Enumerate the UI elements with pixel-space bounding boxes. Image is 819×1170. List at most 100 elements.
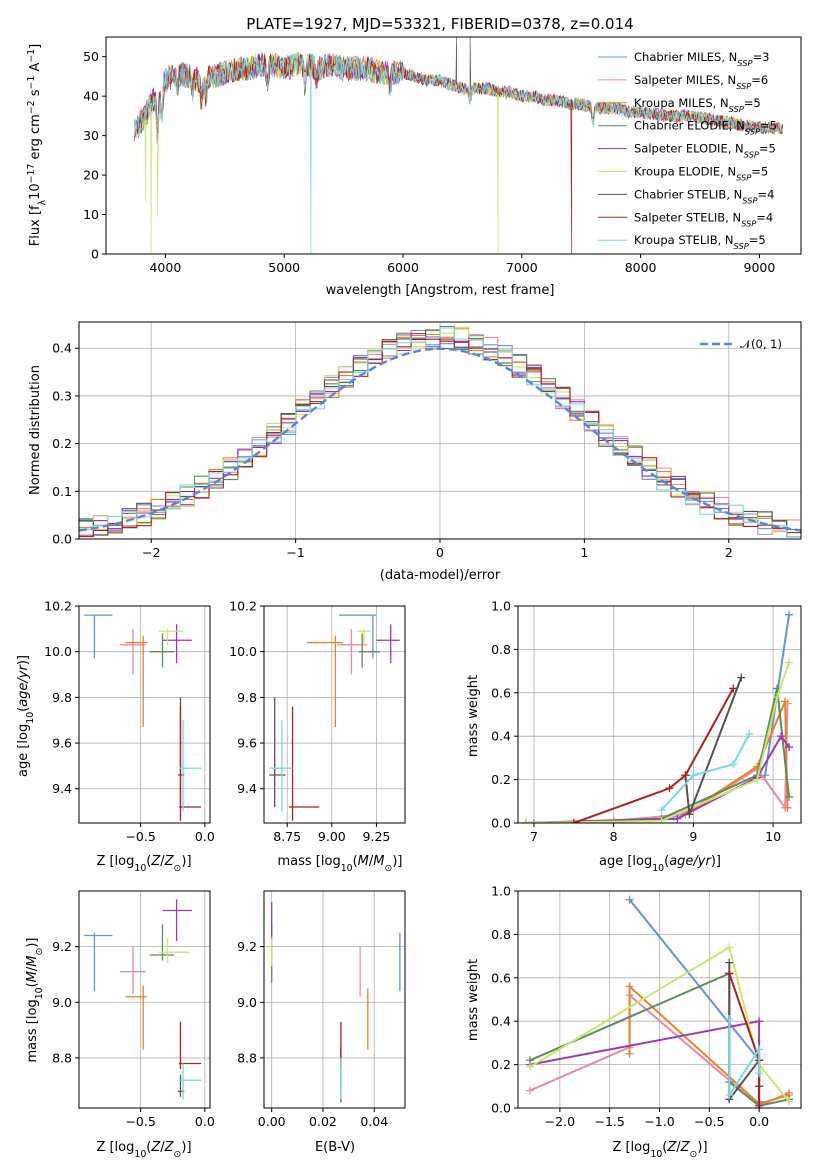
point-kroupa-stelib-n-ssp-5 [179,720,202,812]
x-tick-label: 6000 [387,260,419,275]
legend-label: Salpeter STELIB, NSSP=4 [634,210,773,228]
data-point [755,1045,764,1054]
x-tick-label: −2.0 [545,1114,575,1129]
data-point [783,803,792,812]
age-vs-mass-panel: 8.75 9.00 9.25 9.4 9.6 9.8 10.0 10.2 mass [log10… [229,599,406,874]
point-chabrier-elodie-n-ssp-5 [358,633,381,668]
x-tick-label: 0.00 [258,1114,286,1129]
y-tick-label: 0.4 [491,729,511,744]
x-tick-label: 9.25 [363,829,391,844]
mass-vs-metallicity-panel-plot-area [79,891,210,1108]
point-kroupa-stelib-n-ssp-5 [179,1063,202,1100]
y-tick-label: 10.0 [229,644,257,659]
axes-frame [517,605,802,824]
y-tick-label: 0 [91,247,99,262]
y-tick-label: 8.8 [237,1050,257,1065]
x-axis-label: Z [log10(Z/Z⊙)] [96,1140,191,1160]
x-tick-label: 8.75 [273,829,301,844]
x-tick-label: 9000 [744,260,776,275]
data-point [781,697,790,706]
x-tick-label: −2 [142,545,160,560]
y-tick-label: 9.6 [237,736,257,751]
axes-frame [263,890,406,1109]
x-tick-label: 1 [580,545,588,560]
point-kroupa-stelib-n-ssp-5 [269,720,293,812]
x-tick-label: −1 [286,545,304,560]
data-point [681,771,690,780]
axes-frame [78,890,211,1109]
y-tick-label: 9.8 [52,690,72,705]
point-salpeter-miles-n-ssp-6 [120,946,146,994]
y-tick-label: 0.2 [491,1057,511,1072]
x-tick-label: 0.0 [195,829,215,844]
histogram-kroupa-stelib-n-ssp-5 [79,327,801,538]
series-kroupa-stelib-n-ssp-5 [725,1015,764,1099]
x-tick-label: −0.5 [125,829,155,844]
mass-vs-extinction-panel: 0.00 0.02 0.04 8.8 9.0 9.2 E(B-V) [237,890,406,1155]
point-chabrier-elodie-n-ssp-5 [149,924,175,961]
data-point [725,943,734,952]
y-tick-label: 9.4 [52,781,72,796]
mass-vs-extinction-panel-plot-area [264,891,405,1108]
x-axis-label: Z [log10(Z/Z⊙)] [612,1140,707,1160]
series-line [525,688,790,823]
y-tick-label: 0.3 [52,388,72,403]
x-tick-label: 5000 [268,260,300,275]
x-axis-label: E(B-V) [315,1140,355,1155]
x-tick-label: 9 [689,829,697,844]
point-salpeter-elodie-n-ssp-5 [162,624,193,664]
y-tick-label: 0.6 [491,970,511,985]
legend-label: Chabrier ELODIE, NSSP=5 [634,119,777,137]
x-tick-label: 0.0 [749,1114,769,1129]
age-vs-metallicity-panel-plot-area [79,606,210,823]
axes-frame [78,605,211,824]
y-tick-label: 0.2 [52,436,72,451]
x-tick-label: 7 [530,829,538,844]
series-kroupa-miles-n-ssp-5 [529,697,792,823]
y-tick-label: 10.2 [44,599,72,614]
residual-histogram-panel: −2 −1 0 1 2 0.0 0.1 0.2 0.3 0.4 (data-model)/error… [28,321,802,583]
y-axis-label: age [log10(age/yr)] [16,655,36,777]
point-salpeter-stelib-n-ssp-4 [288,706,320,821]
point-kroupa-elodie-n-ssp-5 [158,628,184,645]
point-salpeter-stelib-n-ssp-4 [179,1021,202,1070]
data-point [755,1069,764,1078]
y-tick-label: 30 [83,128,99,143]
y-axis-label: mass [log10(M/M⊙)] [25,938,45,1063]
y-tick-label: 10 [83,207,99,222]
legend-label: Chabrier STELIB, NSSP=4 [634,187,774,205]
x-tick-label: 2 [725,545,733,560]
data-point [665,784,674,793]
x-tick-label: −0.5 [125,1114,155,1129]
data-point [625,982,634,991]
x-tick-label: 4000 [149,260,181,275]
y-axis-label: Normed distribution [28,365,43,495]
point-salpeter-miles-n-ssp-6 [120,628,146,675]
y-tick-label: 0.4 [52,341,72,356]
series-line [533,703,789,823]
data-point [725,1015,734,1024]
series-line [628,984,790,1105]
y-tick-label: 9.8 [237,690,257,705]
y-tick-label: 9.4 [237,781,257,796]
spectrum-kroupa-stelib-n-ssp-5 [134,52,784,254]
y-axis-label: Flux [fλ10−17 erg cm−2 s−1 A−1] [26,44,48,246]
y-tick-label: 0.4 [491,1014,511,1029]
series-line [529,945,790,1103]
x-tick-label: 0 [436,545,444,560]
figure-title: PLATE=1927, MJD=53321, FIBERID=0378, z=0… [246,15,633,33]
spectrum-salpeter-stelib-n-ssp-4 [134,53,784,254]
x-axis-label: wavelength [Angstrom, rest frame] [326,283,555,298]
x-axis-label: Z [log10(Z/Z⊙)] [96,854,191,874]
legend-label: Kroupa ELODIE, NSSP=5 [634,165,768,183]
data-point [785,610,794,619]
mass-weight-vs-age-panel: 7 8 9 10 0.0 0.2 0.4 0.6 0.8 1.0 age [log10(age/yr… [466,599,802,874]
data-point [657,805,666,814]
y-tick-label: 1.0 [491,884,511,899]
series-line [533,701,789,823]
y-tick-label: 20 [83,168,99,183]
y-tick-label: 8.8 [52,1050,72,1065]
legend: Chabrier MILES, NSSP=3 Salpeter MILES, NS… [598,50,777,251]
data-point [685,810,694,819]
legend-label: Kroupa STELIB, NSSP=5 [634,233,766,251]
